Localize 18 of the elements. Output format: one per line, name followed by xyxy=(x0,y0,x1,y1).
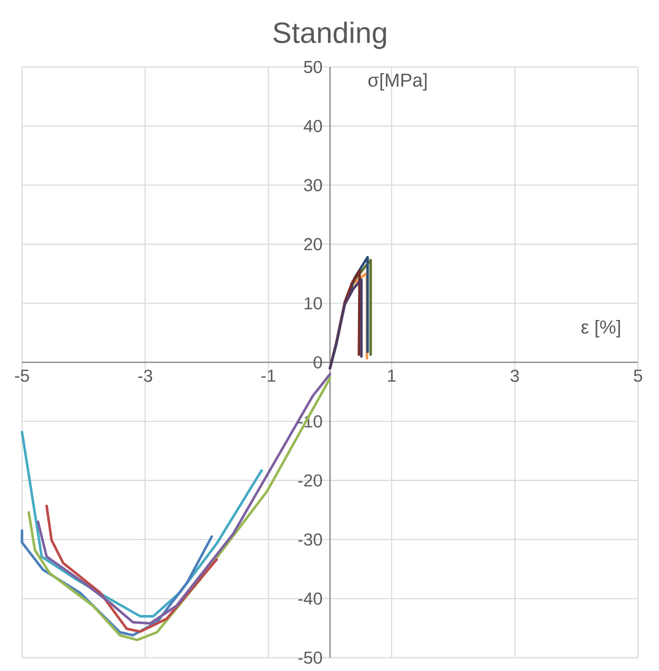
x-tick-label: 5 xyxy=(634,370,642,382)
x-tick-label: -5 xyxy=(15,370,29,382)
y-axis-title: σ[MPa] xyxy=(368,73,427,90)
x-tick-label: 3 xyxy=(510,370,519,382)
x-tick-label: -1 xyxy=(261,370,276,382)
y-tick-label: 40 xyxy=(304,120,322,132)
y-tick-label: -50 xyxy=(298,652,322,664)
y-tick-label: 30 xyxy=(304,178,322,192)
y-tick-label: 20 xyxy=(304,238,322,250)
chart-title: Standing xyxy=(273,22,386,49)
y-tick-label: -20 xyxy=(298,474,322,487)
y-tick-label: -30 xyxy=(298,533,322,546)
y-tick-label: -40 xyxy=(298,592,322,605)
y-tick-label: 10 xyxy=(304,297,322,310)
x-axis-title: ε [%] xyxy=(581,320,620,338)
x-tick-label: -3 xyxy=(138,370,152,382)
x-tick-label: 1 xyxy=(388,370,396,382)
y-tick-label: 50 xyxy=(304,60,322,74)
